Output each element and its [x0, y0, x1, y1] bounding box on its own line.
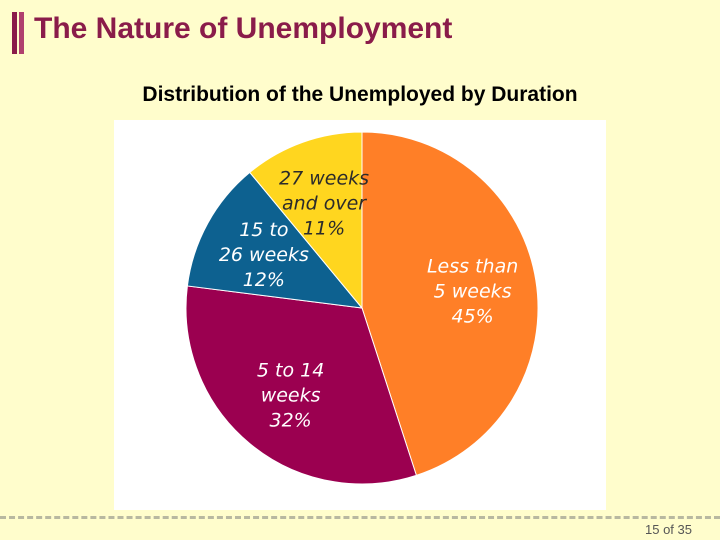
accent-bar-dark	[12, 12, 17, 54]
pie-slice-label-line: 27 weeks	[279, 168, 369, 190]
pie-slice-1	[361, 131, 539, 477]
pie-slice-label-line: 15 to	[239, 219, 288, 241]
pie-slice-label-line: and over	[282, 193, 367, 215]
page-number: 15 of 35	[645, 522, 692, 537]
pie-slice-label-line: 32%	[269, 409, 311, 431]
pie-slice-label-4: 27 weeks and over 11%	[279, 168, 369, 240]
footer-dashed-rule	[0, 516, 720, 519]
pie-slice-label-line: 5 weeks	[434, 280, 512, 302]
pie-chart: Less than 5 weeks 45%5 to 14 weeks 32%15 to 2…	[185, 131, 539, 485]
pie-slice-label-line: 11%	[303, 218, 345, 240]
pie-slice-3	[186, 171, 364, 309]
pie-slice-label-line: Less than	[427, 255, 518, 277]
pie-slice-label-2: 5 to 14 weeks 32%	[257, 359, 324, 431]
accent-bar-light	[19, 12, 24, 54]
pie-slice-label-3: 15 to 26 weeks 12%	[219, 219, 309, 291]
pie-slice-2	[185, 285, 418, 485]
pie-slice-label-1: Less than 5 weeks 45%	[427, 255, 518, 327]
pie-slice-label-line: 26 weeks	[219, 244, 309, 266]
slide-title: The Nature of Unemployment	[34, 12, 453, 45]
chart-title: Distribution of the Unemployed by Durati…	[142, 83, 578, 106]
pie-slice-label-line: 12%	[243, 269, 285, 291]
pie-chart-panel: Less than 5 weeks 45% 5 to 14 weeks 32% 15 to 2…	[114, 120, 606, 510]
title-accent-bars	[12, 12, 24, 54]
pie-slice-label-line: 5 to 14	[257, 359, 324, 381]
pie-slice-4	[249, 131, 363, 310]
pie-slice-label-line: weeks	[261, 384, 321, 406]
pie-slice-label-line: 45%	[452, 305, 494, 327]
